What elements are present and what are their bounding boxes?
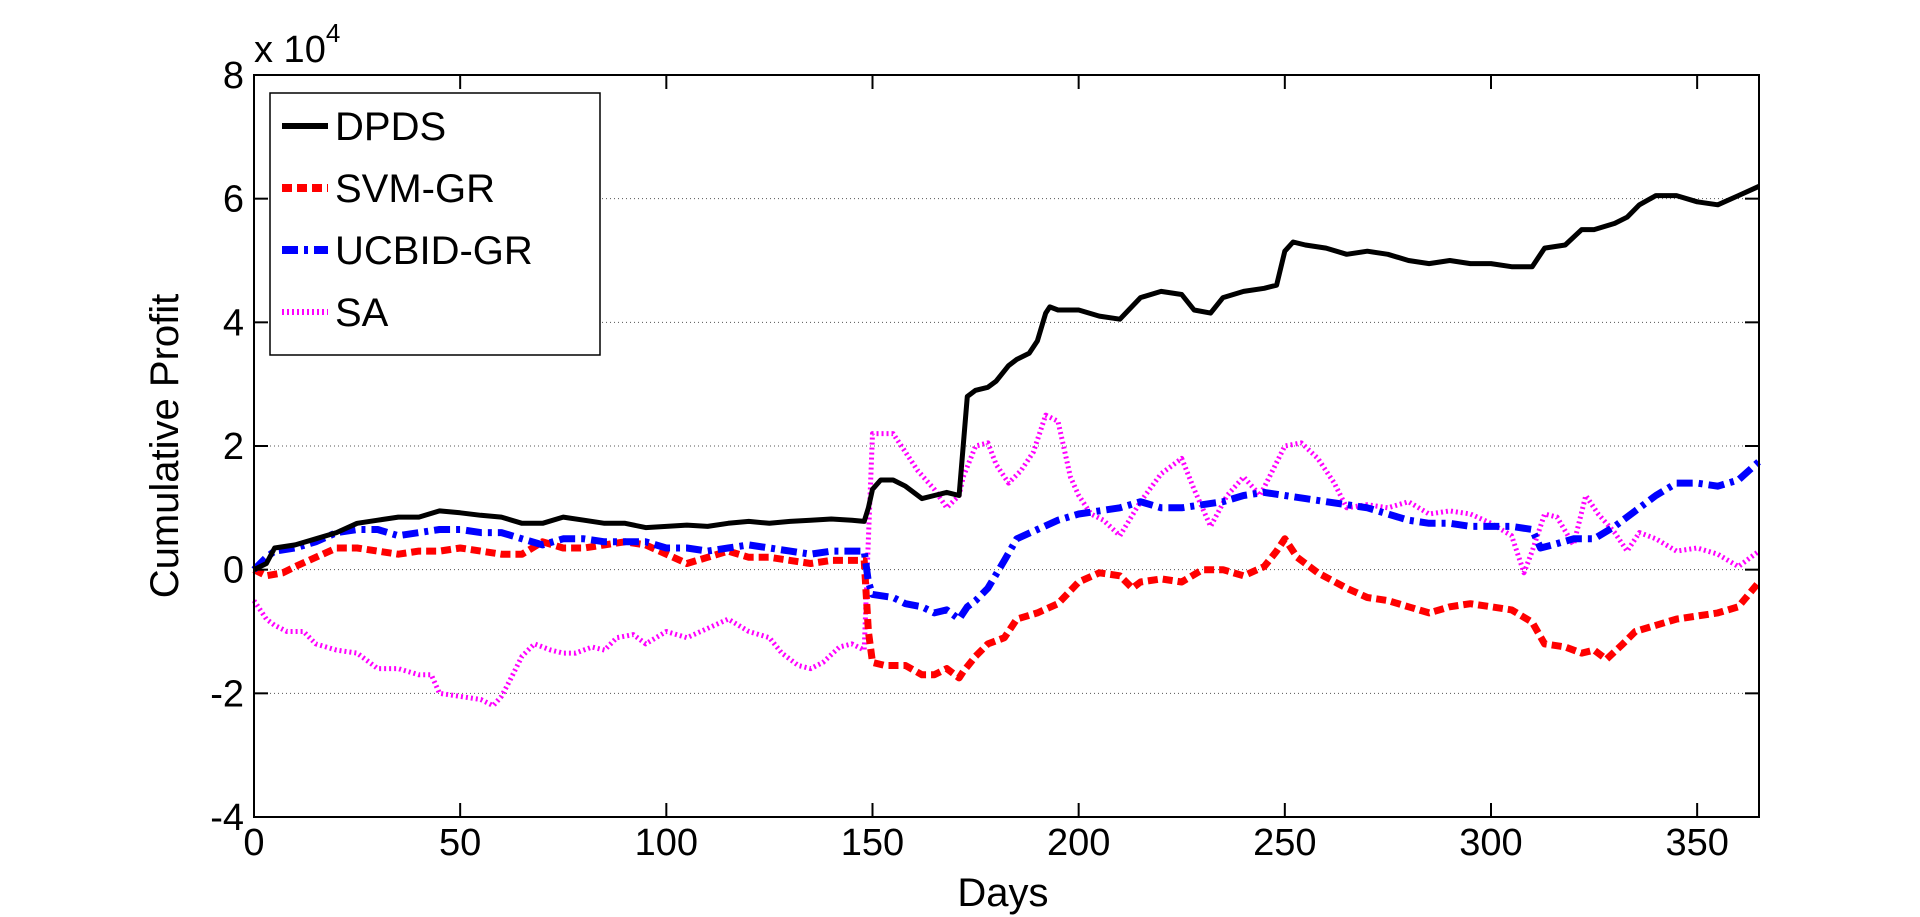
series-line-dpds: [252, 184, 1761, 572]
y-tick-label-5: 6: [223, 179, 244, 221]
legend-label-sa: SA: [335, 291, 389, 335]
y-axis-label: Cumulative Profit: [143, 294, 187, 599]
y-gridlines: [254, 198, 1759, 694]
legend-label-ucbid-gr: UCBID-GR: [335, 229, 533, 273]
y-multiplier-base: x 10: [254, 29, 326, 71]
y-tick-label-6: 8: [223, 55, 244, 97]
x-tick-label-5: 250: [1253, 822, 1316, 864]
y-tick-label-0: -4: [210, 797, 244, 839]
legend-box: [269, 92, 601, 356]
x-tick-label-1: 50: [439, 822, 481, 864]
x-tick-label-2: 100: [635, 822, 698, 864]
x-tick-label-0: 0: [243, 822, 264, 864]
series-line-svm-gr: [252, 535, 1762, 682]
y-multiplier-exponent: 4: [326, 18, 340, 48]
y-tick-label-2: 0: [223, 550, 244, 592]
x-axis-label: Days: [957, 871, 1048, 915]
legend-label-svm-gr: SVM-GR: [335, 167, 495, 211]
x-tick-label-4: 200: [1047, 822, 1110, 864]
y-tick-labels: -4 -2 0 2 4 6 8: [210, 55, 244, 839]
series-line-ucbid-gr: [251, 458, 1762, 623]
y-multiplier: x 104: [254, 18, 340, 71]
series-lines: [251, 184, 1762, 709]
x-tick-label-3: 150: [841, 822, 904, 864]
legend-label-dpds: DPDS: [335, 105, 446, 149]
axis-ticks: [253, 74, 1759, 818]
y-tick-label-1: -2: [210, 673, 244, 715]
y-tick-label-4: 4: [223, 302, 244, 344]
y-tick-label-3: 2: [223, 426, 244, 468]
x-tick-labels: 0 50 100 150 200 250 300 350: [243, 822, 1728, 864]
x-tick-label-6: 300: [1459, 822, 1522, 864]
x-tick-label-7: 350: [1665, 822, 1728, 864]
legend: DPDS SVM-GR UCBID-GR SA: [269, 92, 601, 356]
